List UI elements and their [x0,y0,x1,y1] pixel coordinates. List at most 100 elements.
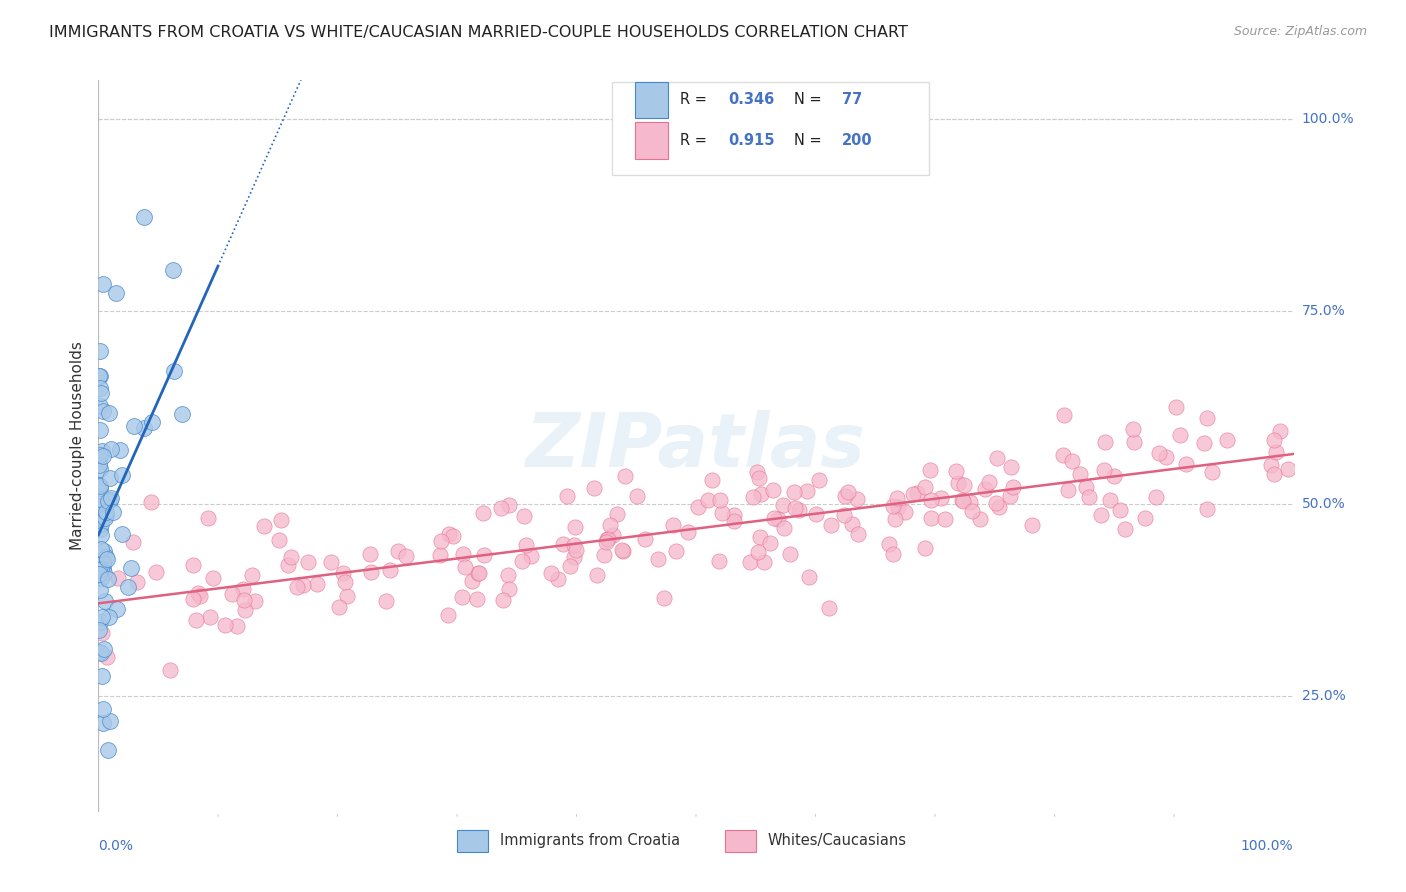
Point [240,568,263,582]
Point [181,558,204,572]
Point [90,443,112,458]
Point [472,506,495,520]
Point [977,475,1000,489]
Point [763,511,786,525]
Point [612,544,634,558]
Point [468,566,491,581]
Point [647,552,669,566]
Point [1062,454,1084,468]
Point [87,508,110,522]
Point [111,468,134,483]
Point [929,491,952,505]
Point [710,506,733,520]
Point [841,516,863,531]
Point [89,509,111,524]
Point [1149,446,1171,460]
Point [553,537,575,551]
Point [87,454,110,468]
Text: 75.0%: 75.0% [1302,304,1346,318]
Point [253,519,276,533]
Point [90,386,112,401]
Point [595,535,617,549]
Point [787,503,810,517]
Point [105,602,128,616]
Point [429,548,451,562]
Point [93,544,115,558]
Point [451,548,474,562]
Point [87,624,110,638]
Point [139,495,162,509]
Point [89,582,111,597]
Point [122,534,145,549]
Point [886,491,908,505]
Point [547,572,569,586]
Point [1094,434,1116,449]
Point [496,568,519,582]
Point [749,487,772,501]
Point [742,490,765,504]
Point [1263,433,1285,447]
Point [540,566,562,581]
Point [97,572,120,586]
Point [1133,511,1156,525]
Point [796,484,818,499]
Point [453,560,475,574]
Point [107,571,129,585]
Point [797,570,820,584]
Point [87,563,110,577]
Point [596,532,619,546]
Point [198,610,221,624]
Point [914,541,936,556]
Point [90,528,112,542]
Point [1174,458,1197,472]
Point [96,551,118,566]
Text: ZIPatlas: ZIPatlas [526,409,866,483]
Point [328,600,350,615]
Point [89,645,111,659]
Point [319,555,342,569]
Point [747,545,769,559]
Point [87,368,110,383]
Point [467,566,489,580]
Point [96,549,118,564]
Point [460,574,482,589]
Text: R =: R = [681,93,711,107]
Point [1192,436,1215,450]
Point [97,406,120,420]
Point [1108,503,1130,517]
Point [723,508,745,522]
Point [1074,480,1097,494]
Point [510,554,533,568]
Point [439,527,461,541]
Point [101,505,124,519]
Point [1102,469,1125,483]
Point [87,510,110,524]
Point [759,536,782,550]
Point [87,458,110,472]
Point [492,593,515,607]
Point [634,532,657,546]
Point [613,469,636,483]
Point [1021,518,1043,533]
Point [953,478,976,492]
Point [893,505,915,519]
Point [596,532,619,546]
Point [96,650,118,665]
Point [270,513,292,527]
Point [984,496,1007,510]
Point [375,594,398,608]
Point [87,500,110,514]
Point [1265,445,1288,459]
FancyBboxPatch shape [457,830,488,852]
Point [748,531,770,545]
Point [952,494,974,508]
Point [465,592,488,607]
Point [159,663,181,677]
Point [884,511,907,525]
Point [1170,427,1192,442]
Point [89,423,111,437]
Point [89,448,111,462]
Point [748,471,770,485]
Point [1216,434,1239,448]
Point [100,493,122,508]
